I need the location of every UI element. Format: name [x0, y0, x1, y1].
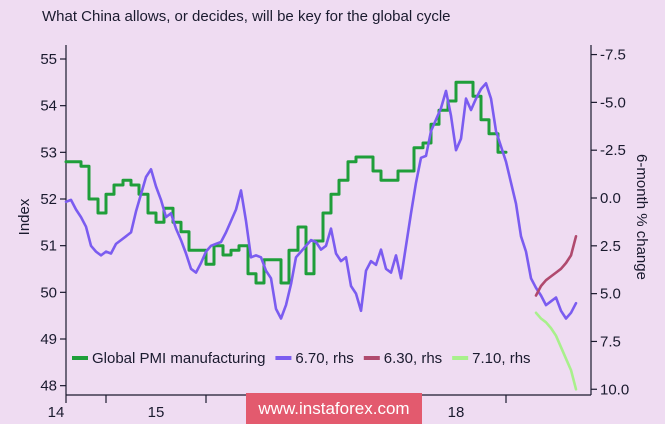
- x-tick-label: 15: [148, 404, 165, 421]
- y2-tick-label: 5.0: [600, 286, 621, 303]
- legend-label: 7.10, rhs: [472, 350, 530, 367]
- x-tick-label: 14: [48, 404, 65, 421]
- watermark-badge[interactable]: www.instaforex.com: [246, 393, 422, 424]
- y2-tick-label: 7.5: [600, 333, 621, 350]
- series-line-3: [534, 311, 578, 391]
- legend: Global PMI manufacturing 6.70, rhs 6.30, r…: [72, 350, 531, 367]
- y-axis-label: Index: [16, 198, 33, 235]
- y-tick-label: 54: [40, 98, 57, 115]
- y-axis-left: 48 49 50 51 52 53 54 55: [40, 51, 66, 395]
- series-line-2: [534, 235, 578, 297]
- y-axis-right: -7.5 -5.0 -2.5 0.0 2.5 5.0 7.5 10.0: [591, 47, 629, 398]
- y2-tick-label: 10.0: [600, 381, 629, 398]
- chart-title: What China allows, or decides, will be k…: [42, 8, 451, 25]
- y-tick-label: 49: [40, 331, 57, 348]
- series-line-1: [64, 82, 578, 320]
- y2-axis-label: 6-month % change: [633, 154, 650, 280]
- series-layer: [64, 80, 578, 391]
- y2-tick-label: 0.0: [600, 190, 621, 207]
- y2-tick-label: -5.0: [600, 94, 626, 111]
- legend-label: Global PMI manufacturing: [92, 350, 265, 367]
- y-tick-label: 50: [40, 284, 57, 301]
- y2-tick-label: -7.5: [600, 47, 626, 64]
- y-tick-label: 51: [40, 238, 57, 255]
- x-tick-label: 18: [448, 404, 465, 421]
- y-tick-label: 48: [40, 378, 57, 395]
- y-tick-label: 53: [40, 144, 57, 161]
- y2-tick-label: -2.5: [600, 142, 626, 159]
- legend-label: 6.70, rhs: [295, 350, 353, 367]
- legend-label: 6.30, rhs: [384, 350, 442, 367]
- y-tick-label: 55: [40, 51, 57, 68]
- y-tick-label: 52: [40, 191, 57, 208]
- y2-tick-label: 2.5: [600, 238, 621, 255]
- plot-frame: [65, 45, 592, 396]
